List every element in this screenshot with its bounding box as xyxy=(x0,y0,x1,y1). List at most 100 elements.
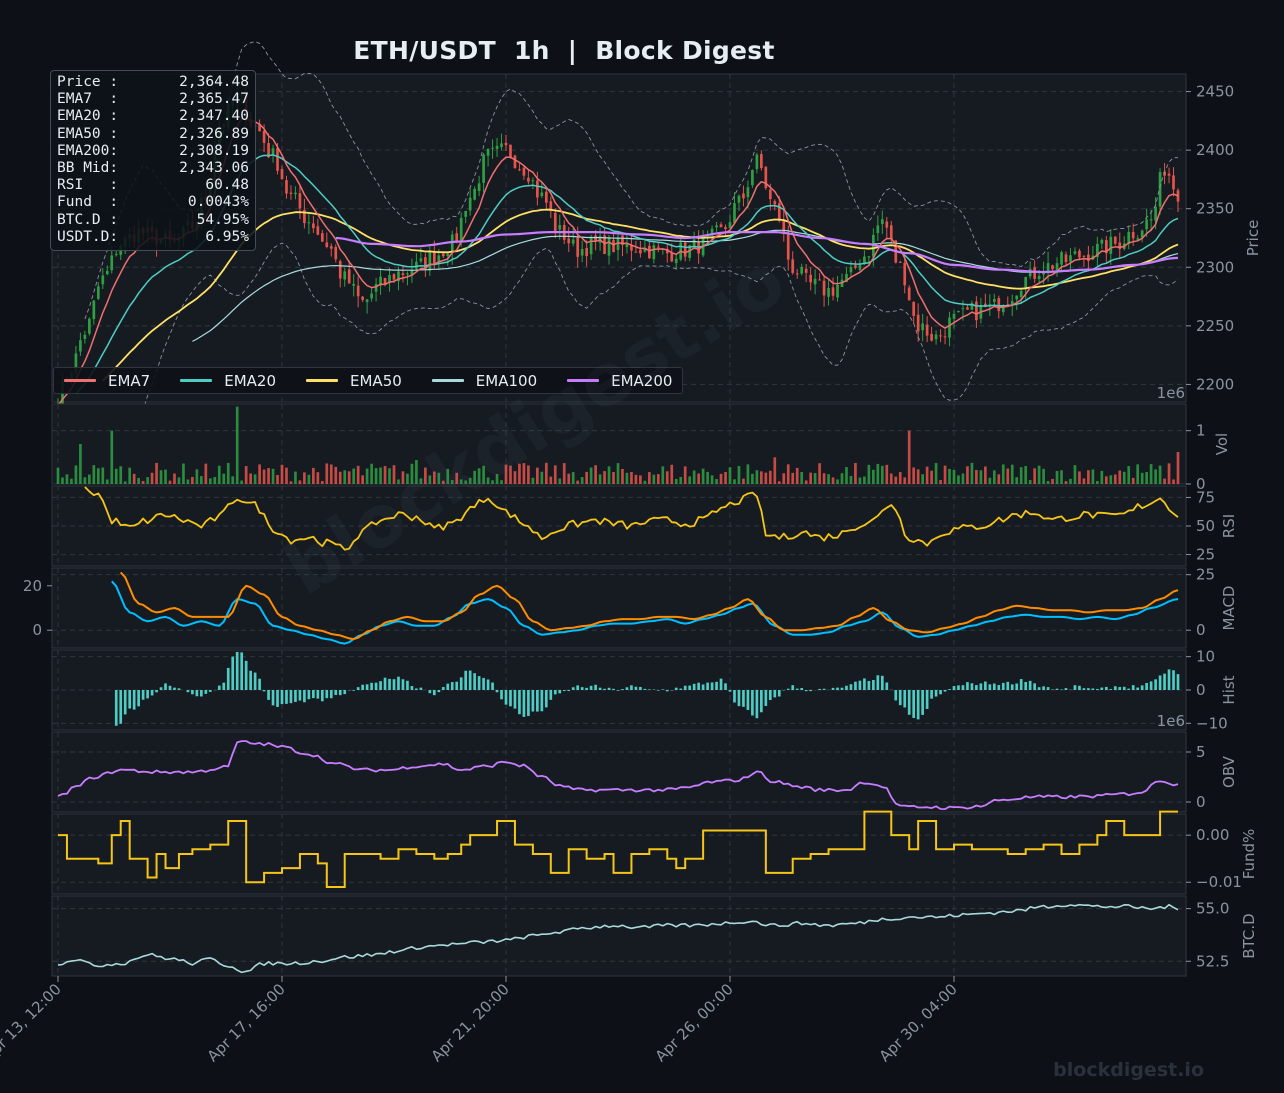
candle xyxy=(1073,247,1077,256)
volume-bar xyxy=(419,478,423,484)
candle xyxy=(813,269,817,295)
candle-body xyxy=(262,130,266,143)
y-axis-label: OBV xyxy=(1220,755,1238,788)
candle xyxy=(307,212,311,235)
volume-bar xyxy=(276,475,279,484)
info-label: Price : xyxy=(57,74,119,90)
candle xyxy=(258,119,261,132)
volume-bar xyxy=(782,473,786,484)
volume-bar xyxy=(222,473,226,484)
candle xyxy=(415,253,418,271)
volume-bar xyxy=(253,474,257,484)
candle-body xyxy=(594,235,597,242)
candle-body xyxy=(773,201,777,205)
candle-body xyxy=(1109,236,1113,254)
candle xyxy=(898,260,902,263)
candle-body xyxy=(370,293,373,299)
y-tick-label: 52.5 xyxy=(1196,952,1229,970)
histogram-bar xyxy=(271,690,275,706)
info-label: RSI : xyxy=(57,177,119,194)
volume-bar xyxy=(406,473,409,484)
candle xyxy=(1060,250,1063,272)
histogram-bar xyxy=(1163,673,1166,690)
histogram-bar xyxy=(607,687,611,690)
volume-bar xyxy=(1055,470,1059,484)
info-row: EMA200: 2,308.19 xyxy=(57,143,249,160)
volume-bar xyxy=(580,477,584,484)
candle xyxy=(491,139,494,159)
volume-bar xyxy=(925,466,929,484)
candle-body xyxy=(755,154,759,170)
histogram-bar xyxy=(195,690,199,697)
histogram-bar xyxy=(370,682,373,690)
volume-bar xyxy=(755,470,759,484)
histogram-bar xyxy=(477,676,481,690)
volume-bar xyxy=(1136,464,1140,484)
candle-body xyxy=(450,234,454,254)
histogram-bar xyxy=(558,690,562,694)
histogram-bar xyxy=(598,687,602,690)
candle-body xyxy=(733,203,736,223)
histogram-bar xyxy=(500,690,503,700)
candle-body xyxy=(1060,252,1063,265)
volume-bar xyxy=(773,457,777,484)
volume-bar xyxy=(217,465,221,484)
info-value: 6.95% xyxy=(205,228,249,245)
volume-bar xyxy=(1096,481,1099,484)
histogram-bar xyxy=(715,681,718,690)
volume-bar xyxy=(280,464,284,484)
histogram-bar xyxy=(630,685,633,690)
candle xyxy=(742,185,745,207)
volume-bar xyxy=(173,473,176,484)
candle-body xyxy=(79,340,82,352)
volume-bar xyxy=(1154,469,1157,484)
candle-body xyxy=(1096,243,1099,258)
info-value: 54.95% xyxy=(196,211,249,228)
candle xyxy=(715,221,718,232)
volume-bar xyxy=(822,473,826,484)
histogram-bar xyxy=(688,685,692,690)
volume-bar xyxy=(1091,469,1095,484)
volume-bar xyxy=(912,467,916,484)
volume-bar xyxy=(1122,471,1126,484)
volume-bar xyxy=(831,477,835,484)
x-tick-label: Apr 21, 20:00 xyxy=(428,980,513,1065)
candle-body xyxy=(849,266,853,273)
candle-body xyxy=(589,237,593,255)
candle-body xyxy=(1001,305,1005,313)
volume-bar xyxy=(334,466,338,484)
histogram-bar xyxy=(661,689,665,690)
rsi-line xyxy=(84,486,1179,551)
candle xyxy=(930,326,933,342)
candle xyxy=(424,253,427,277)
volume-bar xyxy=(361,475,364,484)
y-tick-label-left: 0 xyxy=(32,621,42,639)
volume-bar xyxy=(204,463,208,484)
volume-bar xyxy=(845,467,848,484)
candle-body xyxy=(876,225,880,234)
info-label: Fund : xyxy=(57,194,119,211)
volume-bar xyxy=(992,470,996,484)
y-tick-label: 2250 xyxy=(1196,317,1234,335)
legend-item: EMA50 xyxy=(306,372,402,390)
volume-bar xyxy=(715,479,718,484)
volume-bar xyxy=(186,479,190,484)
histogram-bar xyxy=(446,683,450,690)
volume-bar xyxy=(231,476,235,484)
histogram-bar xyxy=(316,690,320,699)
volume-bar xyxy=(934,463,938,484)
candle-body xyxy=(782,220,786,234)
volume-bar xyxy=(191,476,194,484)
volume-bar xyxy=(849,476,853,484)
candle xyxy=(791,251,795,275)
candle-body xyxy=(1078,250,1081,258)
histogram-bar xyxy=(939,690,942,695)
histogram-bar xyxy=(253,672,257,690)
candle-body xyxy=(1140,230,1144,238)
candle xyxy=(482,152,485,193)
candle xyxy=(992,293,996,306)
y-tick-label: 10 xyxy=(1196,648,1215,666)
histogram-bar xyxy=(132,690,136,710)
candle-body xyxy=(858,265,862,270)
candle-body xyxy=(656,246,660,248)
